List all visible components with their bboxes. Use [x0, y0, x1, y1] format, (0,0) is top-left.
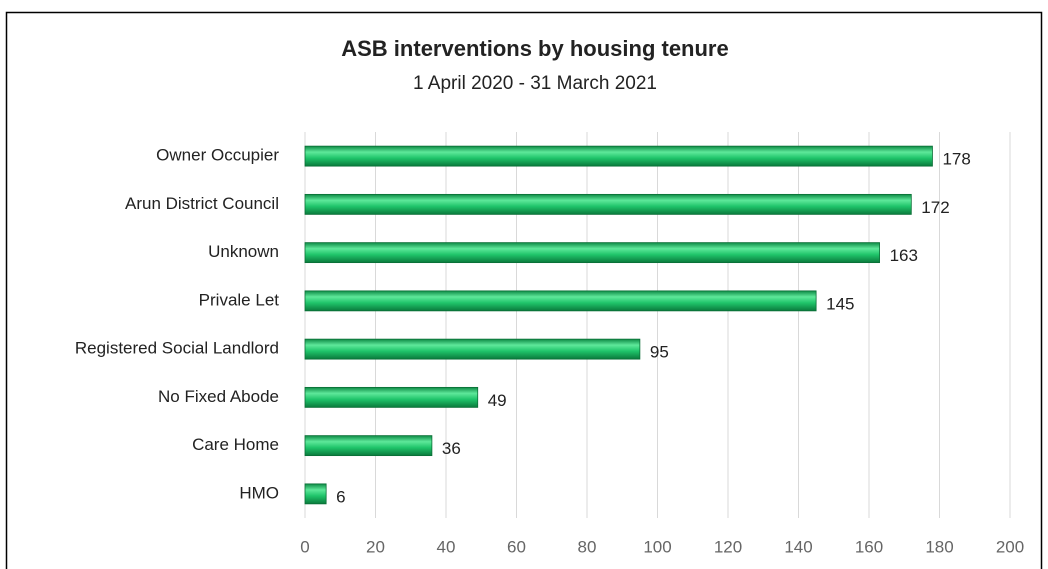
data-label: 95 — [650, 343, 669, 362]
y-tick-label: Owner Occupier — [156, 146, 279, 165]
y-tick-label: Privale Let — [199, 290, 280, 309]
data-label: 145 — [826, 294, 854, 313]
x-tick-label: 80 — [578, 537, 597, 556]
y-tick-label: Arun District Council — [125, 194, 279, 213]
x-tick-label: 0 — [300, 537, 309, 556]
x-tick-label: 160 — [855, 537, 883, 556]
bar — [304, 338, 641, 360]
x-tick-label: 180 — [925, 537, 953, 556]
bar — [304, 483, 327, 505]
x-tick-label: 100 — [643, 537, 671, 556]
data-label: 178 — [942, 150, 970, 169]
x-tick-label: 140 — [784, 537, 812, 556]
x-tick-label: 200 — [996, 537, 1024, 556]
x-tick-label: 40 — [437, 537, 456, 556]
data-label: 6 — [336, 487, 345, 506]
x-tick-label: 120 — [714, 537, 742, 556]
data-label: 172 — [921, 198, 949, 217]
chart-subtitle: 1 April 2020 - 31 March 2021 — [413, 73, 657, 94]
data-label: 36 — [442, 439, 461, 458]
chart-title: ASB interventions by housing tenure — [341, 36, 728, 61]
x-tick-label: 60 — [507, 537, 526, 556]
bar — [304, 242, 880, 264]
bar — [304, 290, 817, 312]
y-tick-label: Care Home — [192, 435, 279, 454]
x-tick-label: 20 — [366, 537, 385, 556]
data-label: 163 — [890, 246, 918, 265]
data-label: 49 — [488, 391, 507, 410]
bar — [304, 386, 479, 408]
y-tick-label: HMO — [239, 483, 279, 502]
y-tick-label: Unknown — [208, 242, 279, 261]
bar — [304, 435, 433, 457]
bar — [304, 193, 912, 215]
bar — [304, 145, 933, 167]
y-tick-label: No Fixed Abode — [158, 387, 279, 406]
y-tick-label: Registered Social Landlord — [75, 339, 279, 358]
